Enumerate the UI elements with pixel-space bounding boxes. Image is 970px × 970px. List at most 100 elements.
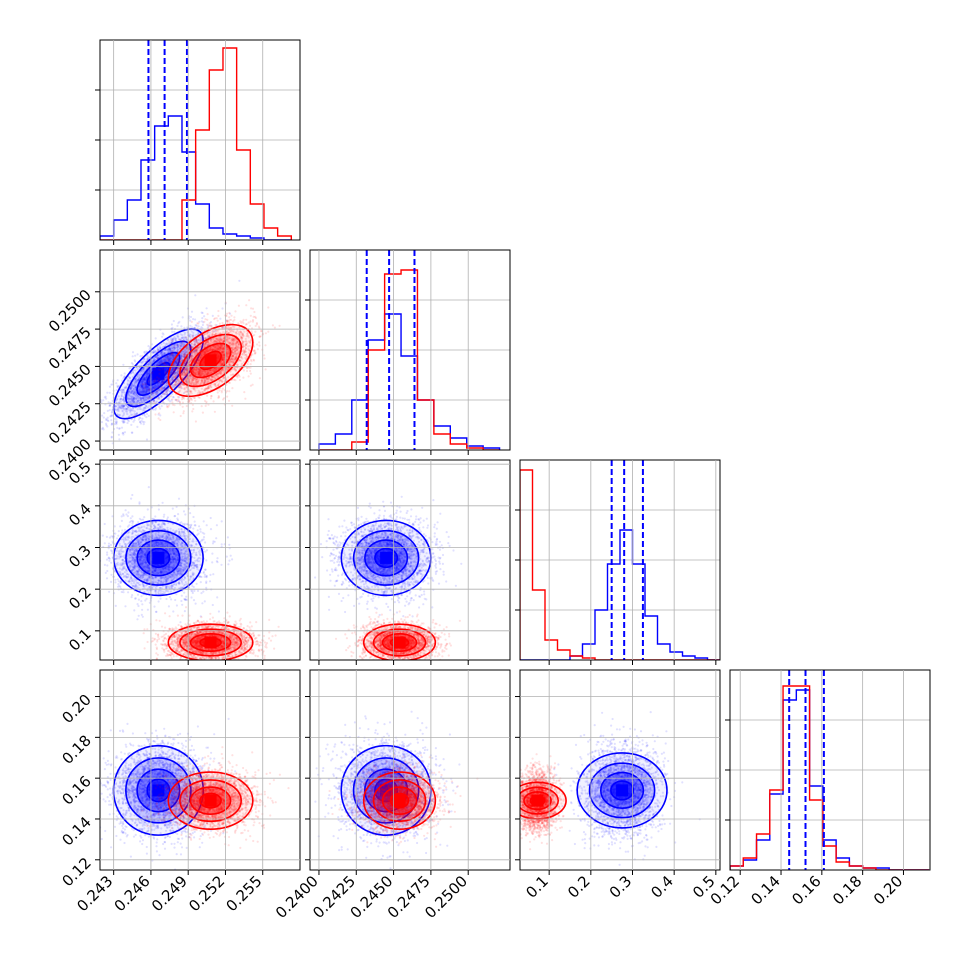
sample-point — [160, 353, 163, 356]
sample-point — [102, 416, 105, 419]
sample-point — [148, 348, 151, 351]
sample-point — [200, 337, 203, 340]
sample-point — [184, 351, 187, 354]
sample-point — [175, 361, 178, 364]
sample-point — [172, 368, 175, 371]
sample-point — [166, 349, 170, 352]
sample-point — [147, 386, 150, 389]
sample-point — [181, 383, 184, 386]
sample-point — [249, 369, 252, 373]
sample-point — [169, 371, 173, 374]
sample-point — [123, 405, 126, 408]
sample-point — [121, 379, 124, 382]
sample-point — [157, 361, 160, 364]
sample-point — [142, 378, 145, 381]
sample-point — [164, 343, 167, 346]
sample-point — [140, 384, 144, 388]
sample-point — [195, 350, 198, 353]
sample-point — [153, 387, 156, 390]
sample-point — [171, 385, 174, 388]
sample-point — [141, 370, 145, 373]
sample-point — [169, 400, 172, 403]
sample-point — [166, 343, 169, 346]
sample-point — [159, 381, 162, 385]
sample-point — [249, 358, 253, 361]
sample-point — [160, 405, 163, 408]
sample-point — [159, 387, 162, 390]
sample-point — [140, 384, 143, 387]
sample-point — [171, 354, 175, 357]
sample-point — [123, 386, 126, 389]
sample-point — [203, 320, 206, 323]
sample-point — [101, 414, 104, 417]
sample-point — [172, 349, 175, 352]
sample-point — [142, 397, 145, 400]
sample-point — [163, 393, 166, 396]
sample-point — [144, 383, 147, 386]
sample-point — [177, 358, 180, 361]
sample-point — [110, 436, 113, 439]
sample-point — [185, 341, 188, 344]
sample-point — [123, 419, 126, 422]
sample-point — [160, 359, 163, 362]
sample-point — [142, 390, 145, 393]
sample-point — [156, 385, 159, 388]
sample-point — [102, 428, 105, 431]
sample-point — [142, 423, 145, 426]
sample-point — [171, 379, 174, 382]
sample-point — [181, 372, 184, 375]
sample-point — [192, 407, 195, 411]
sample-point — [171, 366, 174, 369]
sample-point — [164, 359, 167, 363]
sample-point — [191, 326, 194, 329]
sample-point — [129, 366, 132, 369]
sample-point — [168, 348, 171, 351]
sample-point — [217, 314, 220, 317]
sample-point — [260, 330, 263, 333]
sample-point — [130, 389, 133, 392]
panel-grid — [548, 460, 717, 665]
sample-point — [177, 398, 180, 401]
sample-point — [111, 410, 114, 413]
sample-point — [169, 361, 172, 364]
sample-point — [131, 407, 134, 410]
sample-point — [161, 359, 165, 362]
sample-point — [189, 324, 192, 327]
sample-point — [207, 336, 210, 339]
sample-point — [258, 341, 261, 344]
sample-point — [134, 386, 137, 389]
sample-point — [200, 311, 203, 314]
sample-point — [254, 324, 257, 327]
sample-point — [226, 390, 229, 393]
sample-point — [185, 379, 188, 382]
sample-point — [169, 347, 172, 350]
sample-point — [165, 358, 168, 361]
sample-point — [148, 395, 151, 398]
sample-point — [144, 396, 147, 399]
sample-point — [131, 370, 135, 374]
sample-point — [125, 407, 128, 411]
sample-point — [100, 401, 103, 404]
sample-point — [123, 375, 126, 378]
sample-point — [128, 367, 131, 370]
sample-point — [208, 322, 211, 325]
sample-point — [168, 359, 171, 362]
sample-point — [162, 341, 165, 345]
sample-point — [171, 377, 174, 380]
sample-point — [100, 421, 104, 424]
sample-point — [139, 397, 142, 400]
sample-point — [116, 409, 119, 412]
sample-point — [243, 391, 246, 394]
sample-point — [133, 390, 136, 393]
sample-point — [151, 388, 154, 392]
sample-point — [175, 382, 178, 385]
sample-point — [120, 407, 123, 410]
sample-point — [114, 407, 117, 411]
sample-point — [177, 367, 180, 370]
sample-point — [193, 350, 196, 353]
sample-point — [173, 346, 176, 349]
sample-point — [184, 369, 187, 372]
sample-point — [129, 400, 132, 403]
sample-point — [152, 386, 155, 389]
sample-point — [184, 368, 188, 371]
